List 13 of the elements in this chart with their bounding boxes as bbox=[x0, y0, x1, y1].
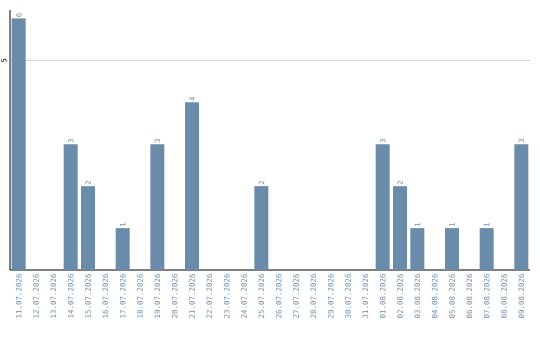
bar bbox=[81, 186, 96, 270]
bar bbox=[64, 144, 78, 270]
bar bbox=[116, 228, 130, 270]
bar bbox=[410, 228, 424, 270]
bar bbox=[445, 228, 460, 270]
bar bbox=[376, 144, 390, 270]
bar bbox=[393, 186, 408, 270]
bar bbox=[480, 228, 494, 270]
bar bbox=[254, 186, 268, 270]
bar bbox=[514, 144, 528, 270]
bar bbox=[150, 144, 164, 270]
bar bbox=[185, 102, 200, 270]
bar bbox=[12, 18, 26, 270]
